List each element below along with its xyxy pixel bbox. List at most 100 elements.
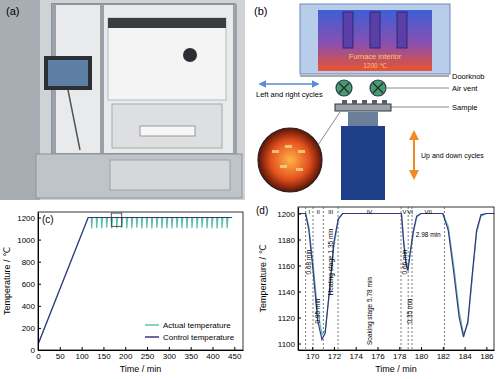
air-vent-cross xyxy=(339,83,349,93)
stage-divider xyxy=(412,207,413,350)
photo-furnace-band xyxy=(108,18,226,28)
stage-divider xyxy=(408,207,409,350)
sample-piece xyxy=(342,100,347,104)
sample-piece xyxy=(372,100,377,104)
x-tick: 100 xyxy=(75,347,89,361)
y-tick: 1160 xyxy=(278,262,301,271)
sample-piece xyxy=(352,100,357,104)
photo-cabinet xyxy=(36,154,242,198)
y-axis-title: Temperature / ℃ xyxy=(2,247,12,315)
x-tick: 172 xyxy=(328,347,342,361)
door-line xyxy=(300,76,449,77)
glow-inset xyxy=(258,128,322,192)
y-tick-label: 1180 xyxy=(278,236,296,245)
plot-frame xyxy=(298,207,494,350)
stage-duration: 2.98 min xyxy=(416,231,441,238)
x-tick: 176 xyxy=(371,347,385,361)
plot-frame xyxy=(38,212,243,350)
stage-duration: 0.95 min xyxy=(314,298,321,323)
y-tick-mark xyxy=(38,262,41,263)
x-tick-mark xyxy=(191,347,192,350)
stage-duration: Soaking stage 5.78 min xyxy=(366,277,374,345)
x-tick-label: 186 xyxy=(480,352,494,361)
legend-label: Control temperature xyxy=(163,333,235,342)
chart: 0501001502002503003504004500200400600800… xyxy=(2,212,244,374)
air-vent xyxy=(370,80,386,96)
x-tick-mark xyxy=(60,347,61,350)
furnace-interior xyxy=(318,10,432,71)
glow-sample xyxy=(285,145,292,148)
x-tick: 250 xyxy=(141,347,155,361)
stage-divider xyxy=(444,207,445,350)
y-tick-label: 1140 xyxy=(278,288,296,297)
x-tick-label: 184 xyxy=(458,352,472,361)
diagram-text: Air vent xyxy=(452,84,478,93)
figure: (a)Furnace interior1200 ℃DoorknobLeft an… xyxy=(0,0,500,379)
diagram-panel: Furnace interior1200 ℃DoorknobLeft and r… xyxy=(254,4,485,200)
stage-divider xyxy=(305,207,306,350)
vertical-arrow xyxy=(413,132,415,178)
photo-screen xyxy=(48,60,88,86)
x-tick: 400 xyxy=(206,347,220,361)
x-tick: 182 xyxy=(437,347,451,361)
horizontal-arrow xyxy=(260,83,318,85)
x-tick: 178 xyxy=(393,347,407,361)
air-vent xyxy=(336,80,352,96)
leader-line xyxy=(318,112,340,145)
y-tick-mark xyxy=(38,350,41,351)
legend-swatch xyxy=(145,324,159,326)
x-tick-mark xyxy=(334,347,335,350)
x-tick-mark xyxy=(486,347,487,350)
x-tick-label: 176 xyxy=(371,352,385,361)
panel-label: (b) xyxy=(254,5,267,17)
y-tick-label: 400 xyxy=(22,302,36,311)
x-axis: 050100150200250300350400450 xyxy=(36,347,243,361)
x-tick-label: 0 xyxy=(36,352,41,361)
x-tick: 50 xyxy=(56,347,65,361)
x-axis-title: Time / min xyxy=(375,364,417,374)
y-tick-label: 1200 xyxy=(17,214,35,223)
x-tick-mark xyxy=(443,347,444,350)
y-tick-label: 200 xyxy=(22,324,36,333)
y-tick-label: 800 xyxy=(22,258,36,267)
x-tick-label: 450 xyxy=(228,352,242,361)
zoom-box xyxy=(111,213,121,226)
photo-furnace-top xyxy=(108,18,226,100)
photo-panel: (a) xyxy=(0,0,245,200)
stage-divider xyxy=(323,207,324,350)
y-tick-mark xyxy=(38,328,41,329)
x-tick: 186 xyxy=(480,347,494,361)
x-tick-mark xyxy=(125,347,126,350)
series-line xyxy=(38,218,232,345)
stage-name: VII xyxy=(425,209,433,215)
stage-name: III xyxy=(328,209,333,215)
stage-name: V xyxy=(403,209,407,215)
stage-annotations: I0.68 minII0.95 minIIIHeating stage 1.35… xyxy=(305,207,444,350)
y-tick-label: 600 xyxy=(22,280,36,289)
stage-divider xyxy=(338,207,339,350)
y-tick-mark xyxy=(38,240,41,241)
plot-area xyxy=(298,214,494,340)
y-tick-mark xyxy=(298,240,301,241)
pedestal-top xyxy=(348,112,378,126)
legend-label: Actual temperature xyxy=(163,321,231,330)
series-line xyxy=(298,214,494,340)
heating-element xyxy=(397,12,407,48)
stage-duration: 0.66 min xyxy=(401,249,408,274)
y-tick: 1100 xyxy=(278,340,301,349)
y-tick: 1180 xyxy=(278,236,301,245)
glow-sample xyxy=(296,168,303,171)
y-tick-mark xyxy=(298,318,301,319)
stage-divider xyxy=(313,207,314,350)
diagram-text: Left and right cycles xyxy=(256,90,323,99)
y-tick: 1000 xyxy=(17,236,41,245)
air-vent-cross xyxy=(373,83,383,93)
x-tick: 150 xyxy=(97,347,111,361)
x-tick: 200 xyxy=(119,347,133,361)
pedestal-column xyxy=(341,126,385,200)
x-tick: 180 xyxy=(415,347,429,361)
heating-element xyxy=(370,12,380,48)
y-tick-mark xyxy=(38,218,41,219)
stage-name: I xyxy=(308,209,310,215)
x-tick-mark xyxy=(421,347,422,350)
